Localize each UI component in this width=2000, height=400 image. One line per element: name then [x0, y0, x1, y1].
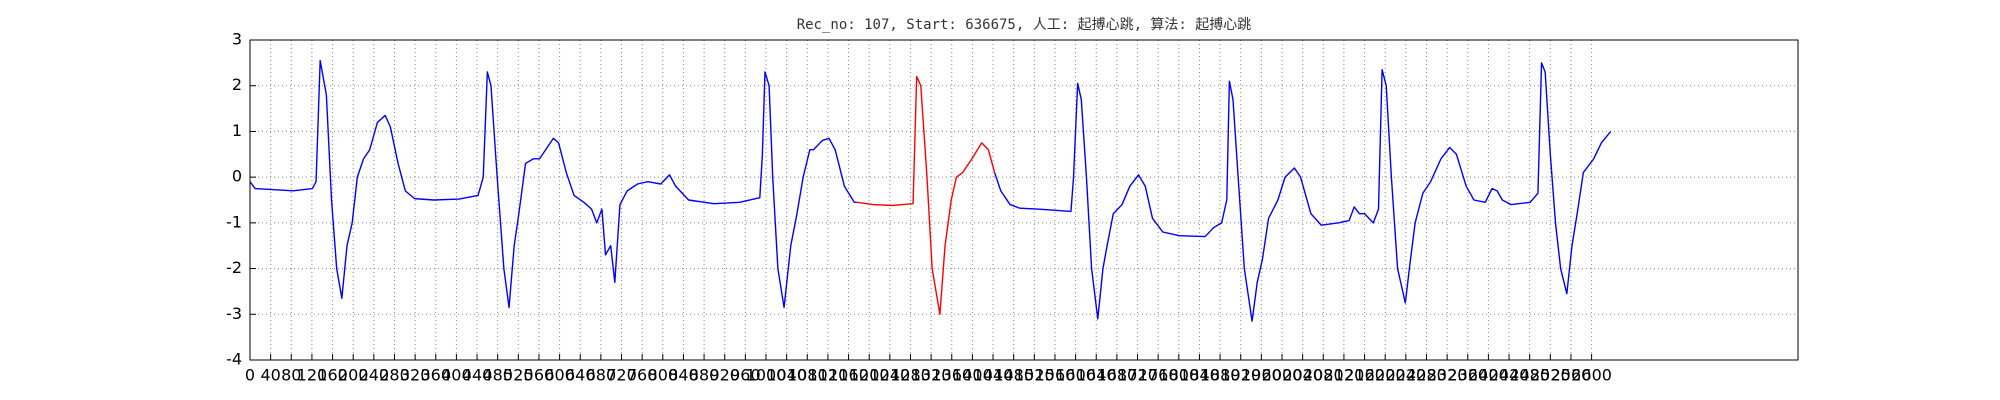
- x-tick-label: 2320: [1427, 366, 1468, 385]
- x-tick-label: 1000: [746, 366, 787, 385]
- x-tick-label: 1880: [1200, 366, 1241, 385]
- x-tick-label: 1520: [1014, 366, 1055, 385]
- y-tick-label: -2: [226, 258, 242, 277]
- x-tick-label: 760: [627, 366, 658, 385]
- x-tick-label: 2000: [1262, 366, 1303, 385]
- x-tick-label: 1400: [952, 366, 993, 385]
- x-tick-label: 1360: [931, 366, 972, 385]
- y-tick-label: 2: [232, 75, 242, 94]
- x-tick-label: 560: [524, 366, 555, 385]
- x-tick-label: 1120: [808, 366, 849, 385]
- series-line: [856, 75, 996, 315]
- x-tick-label: 1960: [1241, 366, 1282, 385]
- x-tick-label: 2080: [1303, 366, 1344, 385]
- x-tick-label: 360: [420, 366, 451, 385]
- x-tick-label: 2040: [1282, 366, 1323, 385]
- x-tick-label: 1200: [849, 366, 890, 385]
- x-tick-label: 200: [338, 366, 369, 385]
- x-tick-label: 1320: [911, 366, 952, 385]
- series-line: [249, 59, 1612, 322]
- x-tick-label: 720: [606, 366, 637, 385]
- chart-title: Rec_no: 107, Start: 636675, 人工: 起搏心跳, 算法…: [797, 16, 1252, 33]
- x-tick-label: 1040: [766, 366, 807, 385]
- x-tick-label: 1440: [973, 366, 1014, 385]
- y-tick-label: 3: [232, 30, 242, 49]
- x-tick-label: 1480: [993, 366, 1034, 385]
- x-tick-label: 880: [689, 366, 720, 385]
- x-tick-label: 960: [730, 366, 761, 385]
- x-tick-label: 240: [359, 366, 390, 385]
- x-tick-label: 440: [462, 366, 493, 385]
- x-tick-label: 2280: [1406, 366, 1447, 385]
- x-tick-label: 1760: [1138, 366, 1179, 385]
- x-tick-label: 680: [586, 366, 617, 385]
- x-tick-label: 1600: [1055, 366, 1096, 385]
- x-tick-label: 2560: [1551, 366, 1592, 385]
- x-tick-label: 1280: [890, 366, 931, 385]
- x-tick-label: 1840: [1179, 366, 1220, 385]
- x-tick-label: 2360: [1447, 366, 1488, 385]
- x-tick-label: 1240: [869, 366, 910, 385]
- x-tick-label: 1800: [1158, 366, 1199, 385]
- x-tick-label: 1920: [1220, 366, 1261, 385]
- x-tick-label: 2520: [1530, 366, 1571, 385]
- x-tick-label: 120: [297, 366, 328, 385]
- x-tick-label: 600: [544, 366, 575, 385]
- x-tick-label: 2120: [1324, 366, 1365, 385]
- x-tick-label: 2480: [1509, 366, 1550, 385]
- y-tick-label: -3: [226, 304, 242, 323]
- x-tick-label: 1160: [828, 366, 869, 385]
- x-tick-label: 1560: [1035, 366, 1076, 385]
- x-tick-label: 80: [281, 366, 301, 385]
- x-tick-label: 2240: [1385, 366, 1426, 385]
- x-tick-label: 840: [668, 366, 699, 385]
- y-tick-label: -4: [226, 350, 242, 369]
- x-tick-label: 1720: [1117, 366, 1158, 385]
- x-tick-label: 320: [400, 366, 431, 385]
- y-tick-label: -1: [226, 212, 242, 231]
- x-tick-label: 40: [260, 366, 280, 385]
- plot: -4 -3 -2 -1 0 1 2 3 0 40 8012016020024028032036040…: [226, 30, 1798, 385]
- x-tick-label: 2200: [1365, 366, 1406, 385]
- x-tick-label: 2440: [1489, 366, 1530, 385]
- x-tick-label: 2160: [1344, 366, 1385, 385]
- y-tick-label: 0: [232, 167, 242, 186]
- y-tick-label: 1: [232, 121, 242, 140]
- x-tick-label: 1680: [1097, 366, 1138, 385]
- x-tick-label: 920: [709, 366, 740, 385]
- x-tick-label: 2600: [1571, 366, 1612, 385]
- x-tick-label: 0: [245, 366, 255, 385]
- x-tick-label: 800: [648, 366, 679, 385]
- x-tick-label: 480: [482, 366, 513, 385]
- x-tick-label: 280: [379, 366, 410, 385]
- x-tick-label: 640: [565, 366, 596, 385]
- x-tick-label: 1080: [787, 366, 828, 385]
- x-tick-label: 400: [441, 366, 472, 385]
- x-tick-label: 1640: [1076, 366, 1117, 385]
- x-tick-label: 160: [317, 366, 348, 385]
- plot-frame: [249, 39, 1799, 361]
- x-tick-label: 2400: [1468, 366, 1509, 385]
- x-tick-label: 520: [503, 366, 534, 385]
